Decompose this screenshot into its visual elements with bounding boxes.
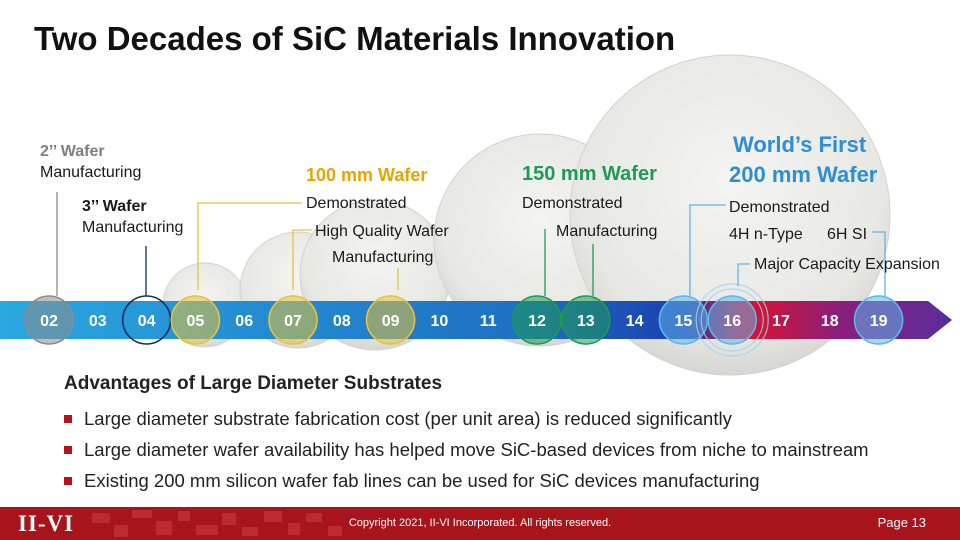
- wafer-2in-title: 2’’ Wafer: [40, 143, 105, 160]
- advantage-text: Large diameter wafer availability has he…: [84, 439, 869, 460]
- bullet-square-icon: [64, 415, 72, 423]
- wafer-200mm-4h-n-type: 4H n-Type: [729, 226, 803, 243]
- wafer-150mm-title: 150 mm Wafer: [522, 163, 657, 185]
- wafer-100mm-title: 100 mm Wafer: [306, 165, 428, 185]
- wafer-3in-title: 3’’ Wafer: [82, 198, 147, 215]
- wafer-100mm-demonstrated: Demonstrated: [306, 195, 407, 212]
- wafer-200mm-capacity-expansion: Major Capacity Expansion: [754, 256, 940, 273]
- bullet-square-icon: [64, 477, 72, 485]
- emphasis-ring: [700, 288, 764, 352]
- year-label-07: 07: [284, 313, 302, 330]
- connector-lines: [56, 192, 886, 296]
- year-label-11: 11: [480, 313, 497, 330]
- year-marker-16: [707, 295, 758, 345]
- company-logo: II-VI: [18, 511, 75, 536]
- advantage-text: Existing 200 mm silicon wafer fab lines …: [84, 470, 760, 491]
- footer-bar: II-VI Copyright 2021, II-VI Incorporated…: [0, 507, 960, 540]
- list-item: Existing 200 mm silicon wafer fab lines …: [64, 467, 869, 498]
- year-marker-19: [853, 295, 904, 345]
- year-label-19: 19: [870, 313, 888, 330]
- wafer-200mm: [569, 54, 891, 376]
- year-label-08: 08: [333, 313, 351, 330]
- year-label-17: 17: [772, 313, 790, 330]
- year-label-09: 09: [382, 313, 400, 330]
- year-marker-13: [560, 295, 611, 345]
- wafer-100mm-manufacturing: Manufacturing: [332, 249, 434, 266]
- year-marker-02: [24, 295, 74, 345]
- advantage-text: Large diameter substrate fabrication cos…: [84, 408, 732, 429]
- bullet-square-icon: [64, 446, 72, 454]
- list-item: Large diameter substrate fabrication cos…: [64, 405, 869, 436]
- year-label-05: 05: [187, 313, 205, 330]
- page-title: Two Decades of SiC Materials Innovation: [34, 20, 676, 57]
- year-label-16: 16: [723, 313, 741, 330]
- wafer-200mm-title-line1: World’s First: [733, 132, 867, 157]
- wafer-200mm-title-line2: 200 mm Wafer: [729, 162, 878, 187]
- year-marker-05: [170, 295, 221, 345]
- year-marker-07: [268, 295, 318, 345]
- year-label-10: 10: [431, 313, 449, 330]
- copyright-text: Copyright 2021, II-VI Incorporated. All …: [348, 517, 612, 529]
- year-label-03: 03: [89, 313, 107, 330]
- advantages-title: Advantages of Large Diameter Substrates: [64, 373, 443, 394]
- emphasis-ring: [695, 283, 769, 357]
- wafer-2in-status: Manufacturing: [40, 164, 142, 181]
- list-item: Large diameter wafer availability has he…: [64, 436, 869, 467]
- year-label-02: 02: [40, 313, 58, 330]
- advantages-list: Large diameter substrate fabrication cos…: [64, 405, 869, 498]
- wafer-150mm-manufacturing: Manufacturing: [556, 223, 658, 240]
- year-label-18: 18: [821, 313, 839, 330]
- wafer-200mm-6h-si: 6H SI: [827, 226, 868, 243]
- year-label-15: 15: [675, 313, 693, 330]
- wafer-200mm-demonstrated: Demonstrated: [729, 199, 830, 216]
- year-label-04: 04: [138, 313, 156, 330]
- wafer-150mm-demonstrated: Demonstrated: [522, 195, 623, 212]
- year-label-06: 06: [235, 313, 253, 330]
- wafer-3in-status: Manufacturing: [82, 219, 184, 236]
- wafer-100mm-high-quality: High Quality Wafer: [315, 223, 449, 240]
- page-number: Page 13: [877, 515, 926, 530]
- year-label-12: 12: [528, 313, 546, 330]
- year-label-13: 13: [577, 313, 595, 330]
- year-label-14: 14: [626, 313, 644, 330]
- decorative-pattern: [92, 510, 342, 537]
- year-marker-09: [365, 295, 416, 345]
